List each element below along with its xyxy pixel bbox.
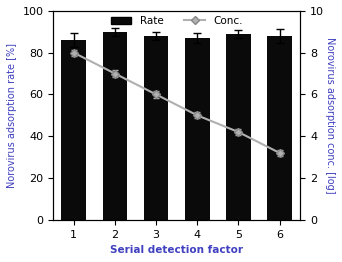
Y-axis label: Norovirus adsorption rate [%]: Norovirus adsorption rate [%]: [7, 43, 17, 188]
Bar: [267, 36, 292, 220]
Bar: [226, 34, 251, 220]
Bar: [103, 32, 127, 220]
Bar: [62, 40, 86, 220]
Bar: [144, 36, 169, 220]
Bar: [185, 38, 210, 220]
X-axis label: Serial detection factor: Serial detection factor: [110, 245, 243, 255]
Y-axis label: Norovirus adsorption conc. [log]: Norovirus adsorption conc. [log]: [325, 37, 335, 194]
Legend: Rate, Conc.: Rate, Conc.: [106, 12, 247, 30]
